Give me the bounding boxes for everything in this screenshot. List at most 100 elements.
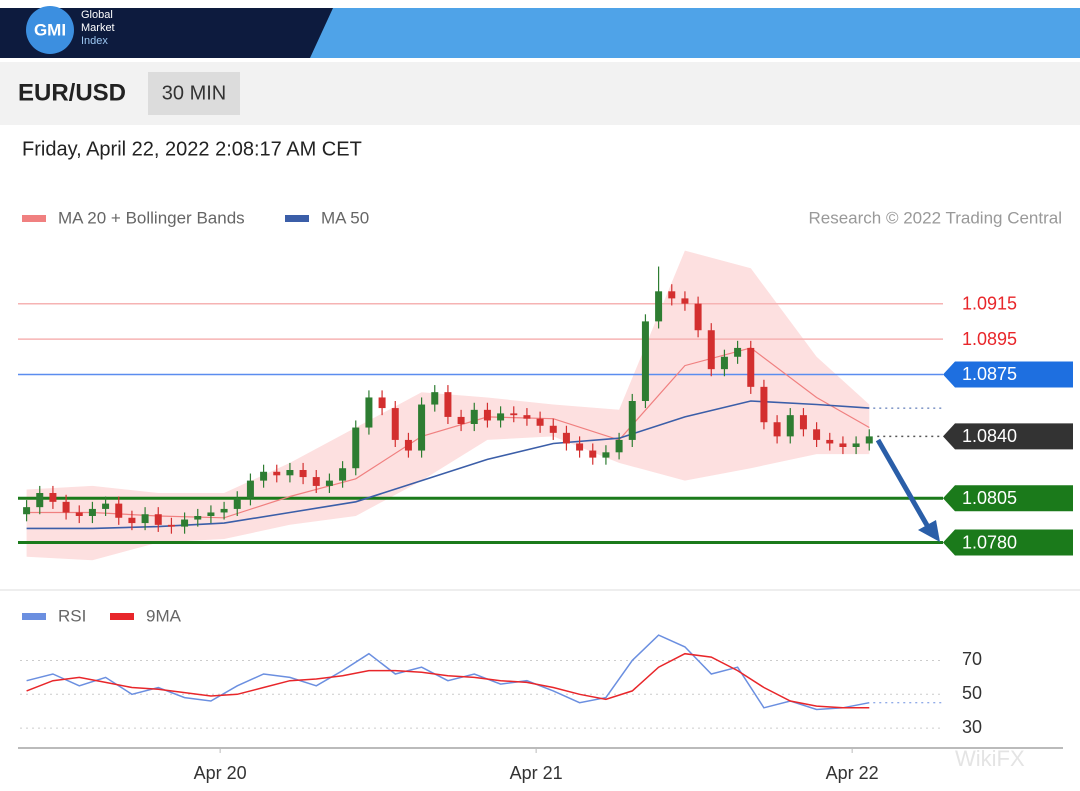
x-tick-label: Apr 21 [510,763,563,783]
candle-body [49,493,57,502]
candle-body [457,416,465,424]
candle-body [273,471,281,476]
candle-body [181,519,189,527]
level-label: 1.0875 [962,364,1017,384]
candle-body [233,498,241,509]
candle-body [760,386,768,423]
credit: Research © 2022 Trading Central [809,208,1063,227]
legend-label: MA 50 [321,208,369,227]
level-label: 1.0895 [962,329,1017,349]
candle-body [470,409,478,424]
candle-body [102,503,110,509]
y-tick-label: 30 [962,717,982,737]
header-brand-bg [0,8,333,58]
candle-body [865,436,873,444]
candle-body [418,404,426,451]
candle-body [141,514,149,524]
brand-text: Global [81,9,113,21]
candle-body [734,347,742,357]
interval[interactable]: 30 MIN [162,82,226,104]
candle-body [576,443,584,451]
candle-body [128,517,136,524]
candle-body [23,507,31,515]
level-label: 1.0780 [962,532,1017,552]
candle-body [786,415,794,437]
candle-body [668,291,676,299]
forecast-arrow-head [918,520,940,542]
candle-body [194,516,202,520]
y-tick-label: 50 [962,683,982,703]
candle-body [523,415,531,419]
candle-body [826,439,834,444]
candle-body [115,503,123,518]
brand-text: Index [81,35,108,47]
price-panel: 1.0915 1.0895 1.0875 1.0840 1.0805 1.0780 MA 2… [18,208,1073,561]
level-label: 1.0805 [962,488,1017,508]
candle-body [154,514,162,525]
candle-body [602,452,610,458]
legend-label: 9MA [146,606,182,625]
candle-body [431,392,439,405]
candle-body [615,439,623,453]
symbol: EUR/USD [18,79,126,106]
candle-body [510,413,518,416]
candle-body [799,415,807,430]
level-box [943,423,1073,450]
candle-body [62,501,70,513]
level-label: 1.0915 [962,293,1017,313]
candle-body [747,347,755,387]
rsi-panel: 30 50 70 RSI 9MA Apr 20 Apr 21 Apr 22 [18,606,1063,783]
level-box [943,485,1073,512]
legend-label: RSI [58,606,86,625]
candle-body [352,427,360,469]
legend-label: MA 20 + Bollinger Bands [58,208,245,227]
candle-body [720,356,728,370]
level-box [943,361,1073,388]
candle-body [562,432,570,444]
candle-body [325,480,333,486]
candle-body [628,401,636,440]
x-tick-label: Apr 20 [194,763,247,783]
x-tick-label: Apr 22 [826,763,879,783]
candle-body [207,512,215,516]
forecast-arrow [875,438,931,529]
candle-body [36,493,44,508]
candle-body [167,524,175,527]
candle-body [839,443,847,447]
interval-button[interactable] [148,72,240,115]
candle-body [391,408,399,440]
level-box [943,529,1073,556]
legend-swatch [110,613,134,620]
candle-body [694,303,702,331]
candle-body [589,450,597,458]
candle-body [286,470,294,476]
candle-body [549,425,557,433]
candle-body [852,443,860,447]
candle-body [220,508,228,513]
candle-body [655,291,663,322]
candle-body [536,418,544,426]
candle-body [378,397,386,409]
y-tick-label: 70 [962,649,982,669]
candle-body [497,413,505,421]
legend-swatch [22,215,46,222]
legend-swatch [22,613,46,620]
logo-text[interactable]: GMI [34,20,66,39]
watermark: WikiFX [955,746,1025,771]
level-label: 1.0840 [962,426,1017,446]
series-line [26,652,870,709]
candle-body [681,298,689,304]
candle-body [299,470,307,478]
candle-body [75,512,83,516]
candle-body [88,508,96,516]
candle-body [707,330,715,370]
candle-body [813,429,821,440]
candle-body [641,321,649,401]
brand-text: Market [81,22,115,34]
series-line [26,634,870,711]
candle-body [246,480,254,499]
candle-body [773,422,781,437]
candle-body [260,471,268,481]
logo-circle[interactable] [26,6,74,54]
